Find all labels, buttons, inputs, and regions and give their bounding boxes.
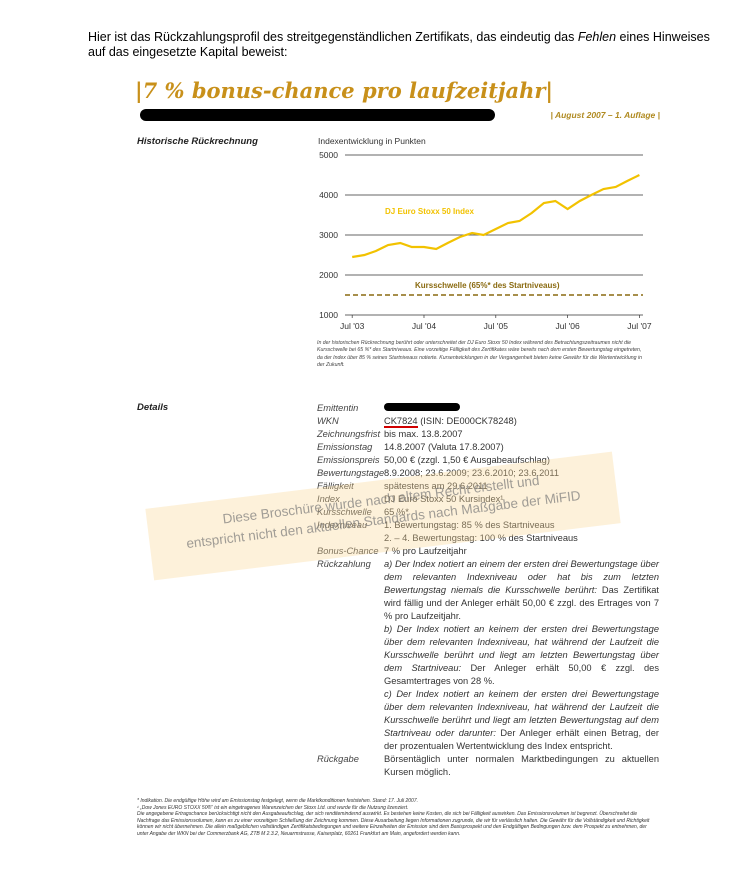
detail-row: WKN CK7824 (ISIN: DE000CK78248) — [317, 415, 659, 428]
detail-text: 50,00 € (zzgl. 1,50 € Ausgabeaufschlag) — [384, 455, 550, 465]
detail-text: 2. – 4. Bewertungstag: 100 % des Startni… — [384, 533, 578, 543]
detail-text: Börsentäglich unter normalen Marktbeding… — [384, 754, 659, 777]
detail-text: DJ Euro Stoxx 50 Kursindex¹ — [384, 494, 504, 504]
detail-row: Rückzahlung a) Der Index notiert an einem… — [317, 558, 659, 753]
detail-label: WKN — [317, 416, 339, 426]
chart: Indexentwicklung in Punkten 1000 2000 3000 4… — [318, 136, 652, 331]
redaction — [384, 403, 460, 411]
detail-label: Fälligkeit — [317, 481, 354, 491]
footnotes: * Indikation. Die endgültige Höhe wird a… — [137, 798, 659, 838]
paragraph: a) Der Index notiert an einem der ersten… — [384, 558, 659, 623]
detail-label: Rückgabe — [317, 754, 359, 764]
detail-text: 8.9.2008; 23.6.2009; 23.6.2010; 23.6.201… — [384, 468, 560, 478]
detail-value: DJ Euro Stoxx 50 Kursindex¹ — [384, 493, 659, 506]
y-tick-label: 5000 — [319, 150, 338, 160]
detail-value: 7 % pro Laufzeitjahr — [384, 545, 659, 558]
detail-text: 1. Bewertungstag: 85 % des Startniveaus — [384, 520, 555, 530]
threshold-label: Kursschwelle (65%* des Startniveaus) — [415, 281, 560, 290]
footnote: ¹ „Dow Jones EURO STOXX 50®“ ist ein ein… — [137, 804, 409, 811]
paragraph-result: Das Zertifikat wird fällig und der Anleg… — [384, 585, 659, 621]
detail-text: 14.8.2007 (Valuta 17.8.2007) — [384, 442, 504, 452]
paragraph: b) Der Index notiert an keinem der erste… — [384, 623, 659, 688]
detail-value: 1. Bewertungstag: 85 % des Startniveaus 2… — [384, 519, 659, 545]
detail-label: Rückzahlung — [317, 559, 371, 569]
detail-label: Kursschwelle — [317, 507, 372, 517]
detail-row: Fälligkeit spätestens am 29.6.2011 — [317, 480, 659, 493]
detail-value: 14.8.2007 (Valuta 17.8.2007) — [384, 441, 659, 454]
detail-label: Index — [317, 494, 340, 504]
chart-title: Indexentwicklung in Punkten — [318, 136, 426, 146]
detail-row: Indexniveau 1. Bewertungstag: 85 % des St… — [317, 519, 659, 545]
footnote: Die angegebene Ertragschance berücksicht… — [137, 811, 650, 837]
edition: | August 2007 – 1. Auflage | — [550, 110, 660, 120]
title: |7 % bonus-chance pro laufzeitjahr| — [135, 78, 554, 103]
detail-text: (ISIN: DE000CK78248) — [417, 416, 517, 426]
chart-note: In der historischen Rückrechnung berührt… — [317, 340, 642, 369]
detail-value: 65 %* — [384, 506, 659, 519]
intro: Hier ist das Rückzahlungsprofil des stre… — [88, 30, 728, 60]
detail-text: CK7824 — [384, 416, 418, 428]
details-table: Emittentin WKN CK7824 (ISIN: DE000CK78248)… — [317, 402, 659, 779]
detail-row: Bewertungstage 8.9.2008; 23.6.2009; 23.6.… — [317, 467, 659, 480]
detail-row: Emissionspreis 50,00 € (zzgl. 1,50 € Ausg… — [317, 454, 659, 467]
detail-text: bis max. 13.8.2007 — [384, 429, 463, 439]
x-tick-label: Jul '07 — [627, 321, 652, 331]
y-tick-label: 4000 — [319, 190, 338, 200]
detail-value: bis max. 13.8.2007 — [384, 428, 659, 441]
paragraph-result: Der Anleger erhält einen Betrag, der der… — [384, 728, 659, 751]
detail-label: Emissionstag — [317, 442, 373, 452]
detail-value: 50,00 € (zzgl. 1,50 € Ausgabeaufschlag) — [384, 454, 659, 467]
detail-row: Emittentin — [317, 402, 659, 415]
detail-value: Börsentäglich unter normalen Marktbeding… — [384, 753, 659, 779]
y-tick-label: 2000 — [319, 270, 338, 280]
intro-emphasis: Fehlen — [577, 30, 617, 44]
x-tick-label: Jul '03 — [340, 321, 365, 331]
index-line — [352, 174, 640, 259]
redaction — [140, 109, 495, 121]
series-label: DJ Euro Stoxx 50 Index — [385, 207, 474, 216]
section-heading: Details — [137, 402, 169, 413]
detail-row: Zeichnungsfrist bis max. 13.8.2007 — [317, 428, 659, 441]
detail-label: Bewertungstage — [317, 468, 385, 478]
y-tick-label: 3000 — [319, 230, 338, 240]
y-tick-label: 1000 — [319, 310, 338, 320]
x-tick-label: Jul '05 — [484, 321, 509, 331]
detail-value: spätestens am 29.6.2011 — [384, 480, 659, 493]
detail-text: 65 %* — [384, 507, 409, 517]
detail-label: Zeichnungsfrist — [317, 429, 381, 439]
paragraph-condition: a) Der Index notiert an einem der ersten… — [384, 559, 659, 595]
detail-value: a) Der Index notiert an einem der ersten… — [384, 558, 659, 753]
detail-row: Emissionstag 14.8.2007 (Valuta 17.8.2007) — [317, 441, 659, 454]
detail-label: Bonus-Chance — [317, 546, 379, 556]
detail-value: 8.9.2008; 23.6.2009; 23.6.2010; 23.6.201… — [384, 467, 659, 480]
detail-value: CK7824 (ISIN: DE000CK78248) — [384, 415, 659, 428]
detail-row: Kursschwelle 65 %* — [317, 506, 659, 519]
intro-text: Hier ist das Rückzahlungsprofil des stre… — [88, 30, 578, 44]
detail-value — [384, 402, 659, 415]
paragraph-condition: c) Der Index notiert an keinem der erste… — [384, 689, 659, 738]
paragraph-condition: b) Der Index notiert an keinem der erste… — [384, 624, 659, 673]
detail-row: Index DJ Euro Stoxx 50 Kursindex¹ — [317, 493, 659, 506]
detail-text: 7 % pro Laufzeitjahr — [384, 546, 467, 556]
paragraph: c) Der Index notiert an keinem der erste… — [384, 688, 659, 753]
detail-text: spätestens am 29.6.2011 — [384, 481, 488, 491]
detail-label: Indexniveau — [317, 520, 368, 530]
x-tick-label: Jul '06 — [555, 321, 580, 331]
detail-label: Emittentin — [317, 403, 359, 413]
section-heading: Historische Rückrechnung — [137, 136, 258, 147]
detail-label: Emissionspreis — [317, 455, 380, 465]
footnote: * Indikation. Die endgültige Höhe wird a… — [137, 798, 418, 804]
detail-row: Bonus-Chance 7 % pro Laufzeitjahr — [317, 545, 659, 558]
paragraph-result: Der Anleger erhält 50,00 € zzgl. des Ges… — [384, 663, 660, 686]
x-tick-label: Jul '04 — [412, 321, 437, 331]
intro-text: eines Hinweises auf das eingesetzte Kapi… — [88, 30, 710, 59]
detail-row: Rückgabe Börsentäglich unter normalen Mar… — [317, 753, 659, 779]
